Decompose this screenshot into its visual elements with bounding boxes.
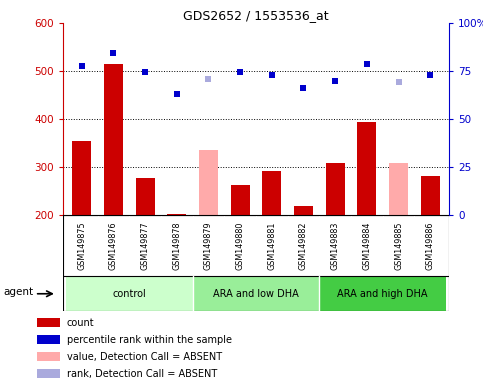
Text: GSM149878: GSM149878 [172,221,181,270]
Bar [319,276,446,311]
Text: agent: agent [3,287,33,297]
Bar [104,64,123,215]
Bar [199,150,218,215]
Text: GSM149876: GSM149876 [109,221,118,270]
Text: GSM149875: GSM149875 [77,221,86,270]
Bar [72,141,91,215]
Bar [136,177,155,215]
Text: GSM149882: GSM149882 [299,221,308,270]
Bar [231,185,250,215]
Text: GSM149881: GSM149881 [267,221,276,270]
Text: count: count [67,318,94,328]
Text: control: control [113,289,146,299]
Bar [193,276,319,311]
Bar [37,336,60,344]
Text: GSM149886: GSM149886 [426,221,435,270]
Text: ARA and low DHA: ARA and low DHA [213,289,299,299]
Text: rank, Detection Call = ABSENT: rank, Detection Call = ABSENT [67,369,217,379]
Text: GSM149880: GSM149880 [236,221,245,270]
Bar [167,214,186,215]
Text: GSM149884: GSM149884 [362,221,371,270]
Text: GSM149885: GSM149885 [394,221,403,270]
Bar [389,163,408,215]
Text: GSM149883: GSM149883 [331,221,340,270]
Bar [294,207,313,215]
Bar [66,276,193,311]
Bar [37,353,60,361]
Text: GSM149879: GSM149879 [204,221,213,270]
Bar [357,122,376,215]
Bar [326,163,345,215]
Bar [421,176,440,215]
Text: percentile rank within the sample: percentile rank within the sample [67,335,232,345]
Title: GDS2652 / 1553536_at: GDS2652 / 1553536_at [183,9,329,22]
Text: GSM149877: GSM149877 [141,221,150,270]
Bar [37,369,60,378]
Text: ARA and high DHA: ARA and high DHA [338,289,428,299]
Bar [262,171,281,215]
Text: value, Detection Call = ABSENT: value, Detection Call = ABSENT [67,352,222,362]
Bar [37,318,60,327]
